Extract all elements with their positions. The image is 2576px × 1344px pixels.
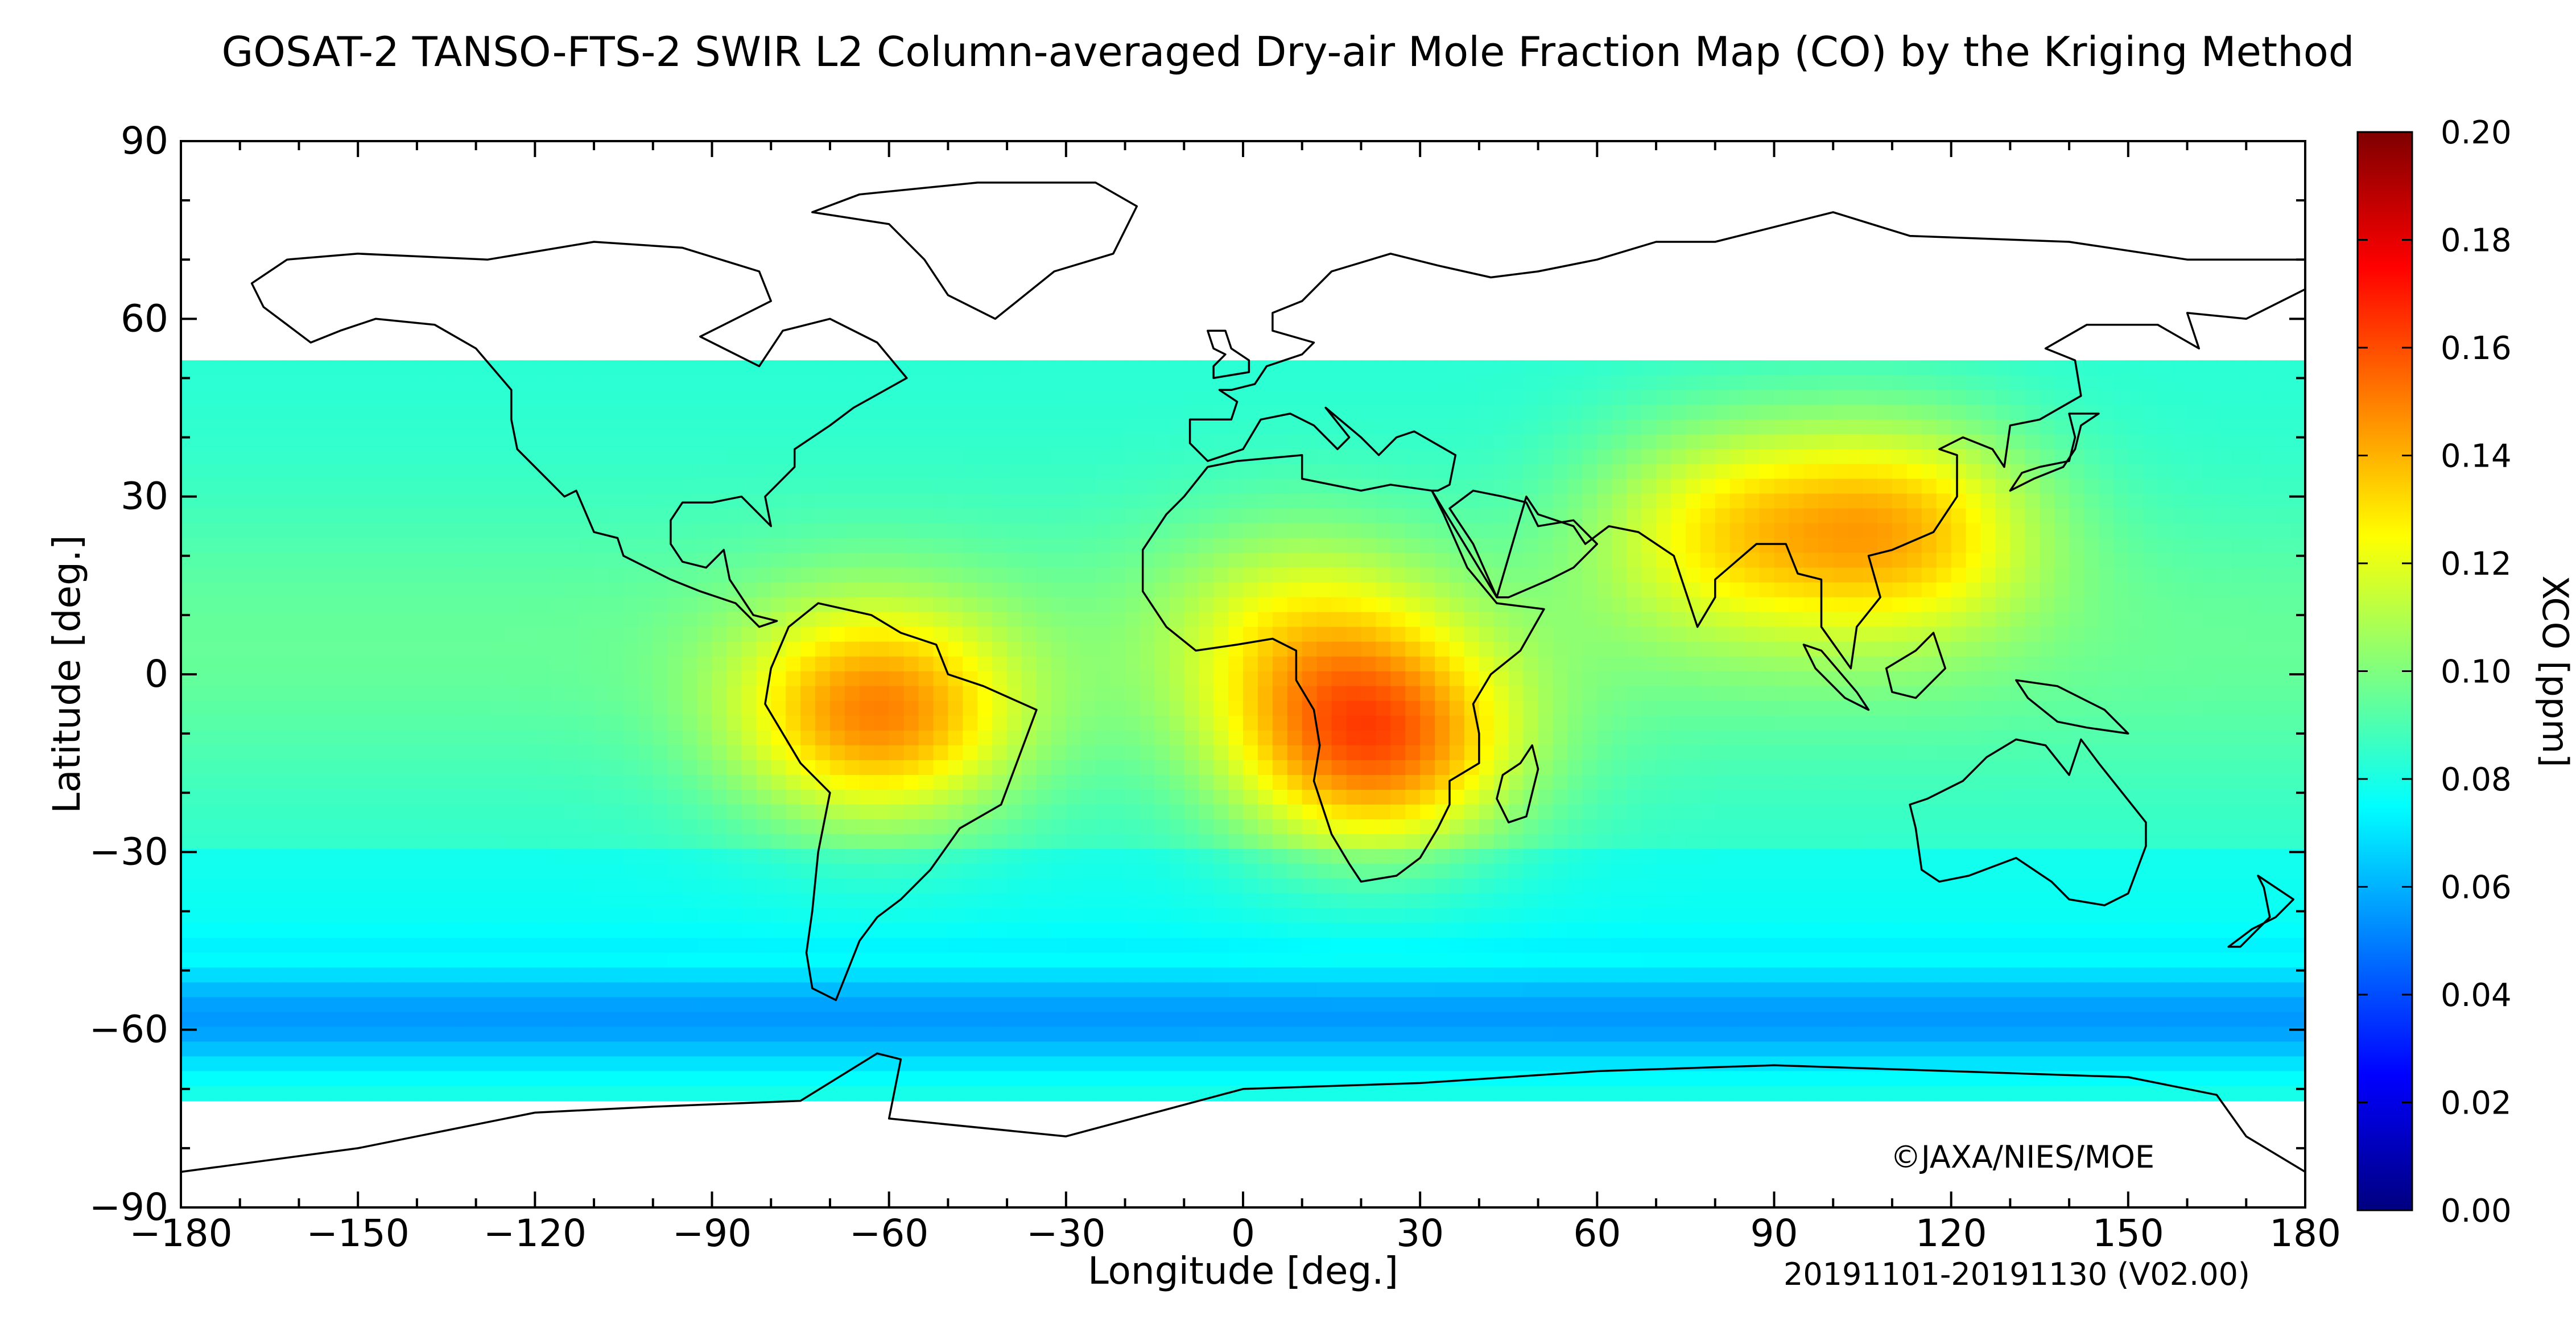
greenland-outline	[811, 182, 1138, 320]
australia-outline	[1909, 738, 2147, 906]
x-tick-label: 30	[1396, 1211, 1444, 1255]
colorbar-tick-label: 0.08	[2441, 761, 2512, 798]
sumatra-outline	[1802, 644, 1870, 711]
y-tick-label: −60	[89, 1008, 168, 1052]
colorbar-tick-label: 0.10	[2441, 654, 2512, 691]
colorbar-tick-label: 0.06	[2441, 869, 2512, 906]
coastlines	[180, 182, 2306, 1173]
period-text: 20191101-20191130 (V02.00)	[1784, 1256, 2250, 1292]
axis-ticks: −180 −150 −120 −90 −60 −30 0 30 60 90 120 150 180 90 6…	[89, 119, 2341, 1255]
y-tick-label: 0	[145, 652, 168, 696]
y-axis-label: Latitude [deg.]	[45, 535, 89, 814]
europe-asia-outline	[1188, 211, 2306, 670]
x-tick-label: −90	[672, 1211, 752, 1255]
y-tick-label: −90	[89, 1185, 168, 1229]
copyright-text: ©JAXA/NIES/MOE	[1890, 1139, 2154, 1175]
x-tick-label: −60	[849, 1211, 928, 1255]
colorbar-tick-label: 0.04	[2441, 977, 2512, 1014]
uk-outline	[1207, 329, 1250, 380]
colorbar-label: XCO [ppm]	[2534, 575, 2576, 767]
map-panel: −180 −150 −120 −90 −60 −30 0 30 60 90 120 150 180 90 6…	[89, 119, 2341, 1255]
antarctica-outline	[180, 1052, 2306, 1173]
colorbar-tick-label: 0.14	[2441, 438, 2512, 475]
colorbar-ticks: 0.20 0.18 0.16 0.14 0.12 0.10 0.08 0.06 0.04 0.02…	[2358, 114, 2512, 1230]
y-tick-label: 30	[121, 475, 168, 518]
north-america-outline	[250, 241, 908, 628]
x-tick-label: 90	[1751, 1211, 1798, 1255]
x-tick-label: 150	[2092, 1211, 2164, 1255]
x-tick-label: 120	[1916, 1211, 1987, 1255]
new-guinea-outline	[2015, 679, 2129, 735]
x-axis-label: Longitude [deg.]	[1088, 1249, 1398, 1293]
y-tick-label: 60	[121, 296, 168, 340]
colorbar-tick-label: 0.02	[2441, 1085, 2512, 1122]
madagascar-outline	[1496, 744, 1539, 824]
y-tick-label: −30	[89, 830, 168, 873]
africa-outline	[1141, 454, 1545, 883]
colorbar-tick-label: 0.20	[2441, 114, 2512, 151]
colorbar: 0.20 0.18 0.16 0.14 0.12 0.10 0.08 0.06 0.04 0.02…	[2356, 114, 2512, 1230]
x-tick-label: −120	[484, 1211, 587, 1255]
colorbar-tick-label: 0.12	[2441, 546, 2512, 583]
colorbar-tick-label: 0.00	[2441, 1193, 2512, 1230]
south-america-outline	[764, 602, 1038, 1001]
x-tick-label: 180	[2269, 1211, 2341, 1255]
xco-heatmap	[181, 360, 2306, 1102]
y-tick-label: 90	[121, 119, 168, 163]
borneo-outline	[1885, 632, 1947, 699]
new-zealand-outline	[2227, 875, 2295, 948]
x-tick-label: −30	[1026, 1211, 1105, 1255]
japan-outline	[2009, 413, 2100, 492]
chart-title: GOSAT-2 TANSO-FTS-2 SWIR L2 Column-avera…	[222, 28, 2355, 76]
arabia-outline	[1448, 489, 1599, 599]
x-tick-label: 60	[1573, 1211, 1621, 1255]
x-tick-label: −150	[307, 1211, 410, 1255]
x-tick-label: 0	[1231, 1211, 1255, 1255]
colorbar-tick-label: 0.18	[2441, 222, 2512, 259]
colorbar-tick-label: 0.16	[2441, 330, 2512, 367]
x-tick-label: −180	[129, 1211, 232, 1255]
